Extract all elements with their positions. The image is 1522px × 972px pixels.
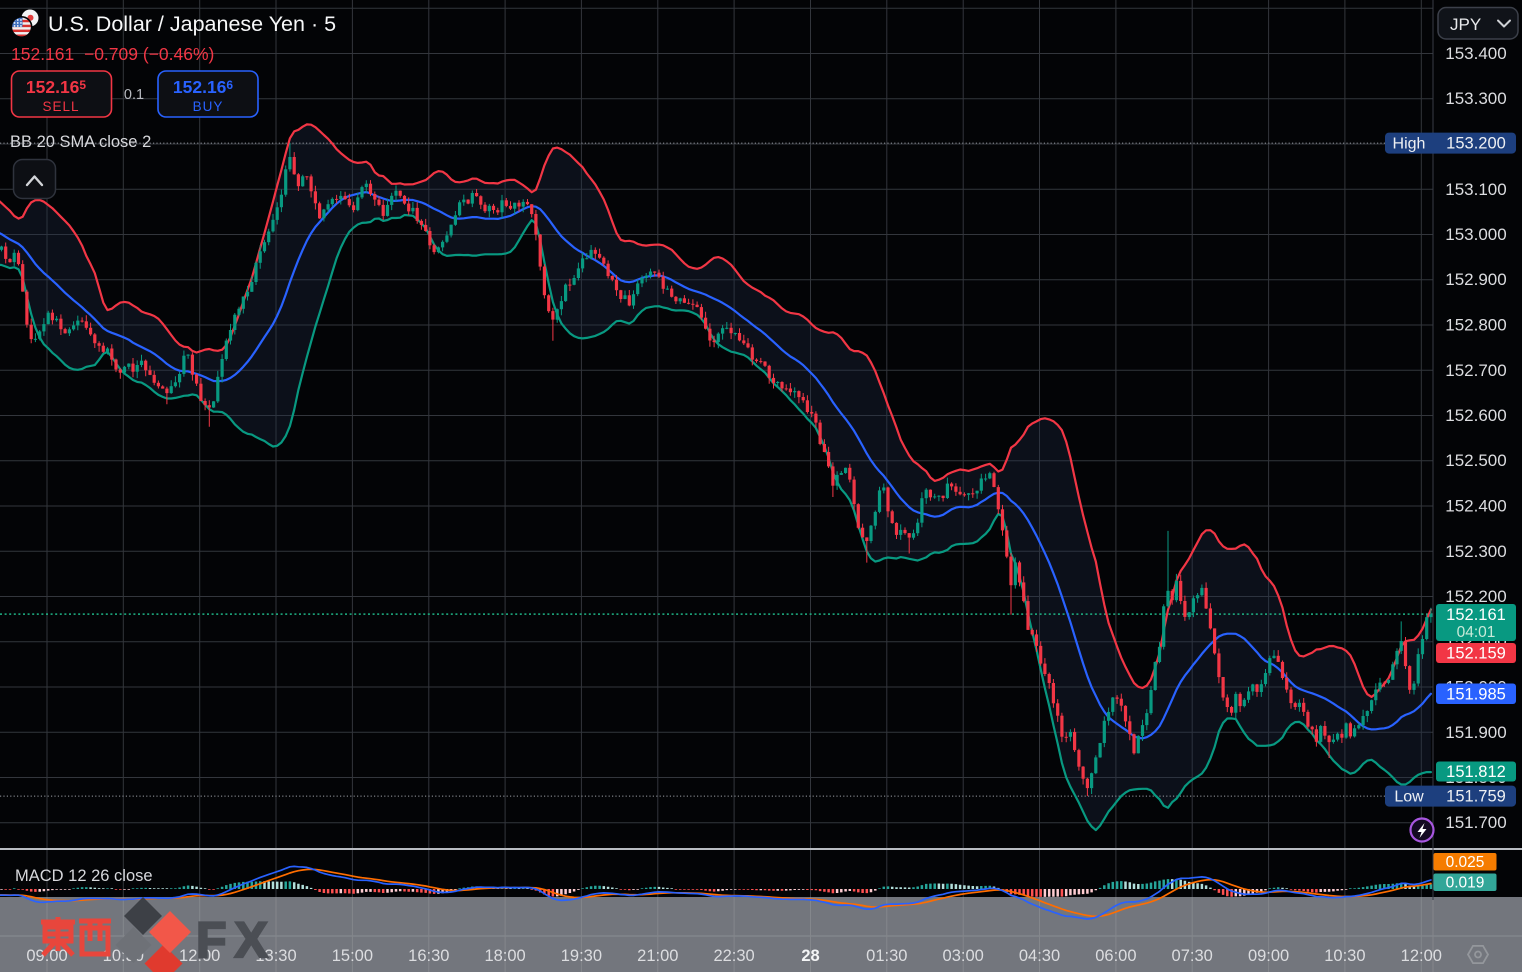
svg-text:0.019: 0.019: [1446, 875, 1485, 892]
svg-text:04:30: 04:30: [1019, 947, 1060, 965]
svg-text:06:00: 06:00: [1095, 947, 1136, 965]
svg-text:0.025: 0.025: [1446, 854, 1485, 871]
svg-text:153.100: 153.100: [1445, 180, 1506, 199]
svg-text:152.600: 152.600: [1445, 406, 1506, 425]
svg-text:152.159: 152.159: [1446, 645, 1506, 663]
svg-text:152.700: 152.700: [1445, 361, 1506, 380]
svg-text:152.161 −0.709 (−0.46%): 152.161 −0.709 (−0.46%): [11, 44, 214, 64]
svg-text:U.S. Dollar / Japanese Yen · 5: U.S. Dollar / Japanese Yen · 5: [48, 12, 336, 36]
svg-text:18:00: 18:00: [484, 947, 525, 965]
svg-text:09:00: 09:00: [1248, 947, 1289, 965]
svg-text:13:30: 13:30: [255, 947, 296, 965]
svg-text:BUY: BUY: [193, 99, 224, 114]
svg-text:152.500: 152.500: [1445, 451, 1506, 470]
svg-text:28: 28: [801, 947, 819, 965]
svg-text:151.759: 151.759: [1446, 788, 1506, 806]
svg-text:MACD 12 26 close: MACD 12 26 close: [15, 867, 153, 885]
svg-text:152.900: 152.900: [1445, 270, 1506, 289]
svg-text:152.200: 152.200: [1445, 587, 1506, 606]
svg-text:152.800: 152.800: [1445, 316, 1506, 335]
svg-text:12:00: 12:00: [1401, 947, 1442, 965]
svg-text:12:00: 12:00: [179, 947, 220, 965]
svg-text:153.300: 153.300: [1445, 89, 1506, 108]
svg-text:03:00: 03:00: [943, 947, 984, 965]
svg-text:153.400: 153.400: [1445, 44, 1506, 63]
svg-text:JPY: JPY: [1450, 15, 1481, 34]
svg-text:07:30: 07:30: [1172, 947, 1213, 965]
svg-text:152.161: 152.161: [1446, 606, 1506, 624]
svg-text:Low: Low: [1394, 789, 1424, 806]
svg-text:153.000: 153.000: [1445, 225, 1506, 244]
svg-text:152.300: 152.300: [1445, 542, 1506, 561]
svg-text:152.165: 152.165: [26, 77, 87, 97]
svg-text:21:00: 21:00: [637, 947, 678, 965]
svg-text:151.985: 151.985: [1446, 686, 1506, 704]
svg-text:0.1: 0.1: [124, 87, 144, 103]
svg-text:04:01: 04:01: [1457, 624, 1496, 641]
svg-text:152.166: 152.166: [173, 77, 234, 97]
svg-text:10:30: 10:30: [1324, 947, 1365, 965]
svg-text:152.400: 152.400: [1445, 497, 1506, 516]
svg-text:15:00: 15:00: [332, 947, 373, 965]
svg-text:151.900: 151.900: [1445, 723, 1506, 742]
svg-text:09:00: 09:00: [26, 947, 67, 965]
svg-text:151.812: 151.812: [1446, 763, 1506, 781]
svg-text:01:30: 01:30: [866, 947, 907, 965]
svg-text:16:30: 16:30: [408, 947, 449, 965]
svg-text:FX: FX: [196, 912, 276, 968]
svg-text:SELL: SELL: [42, 99, 79, 114]
svg-text:151.700: 151.700: [1445, 813, 1506, 832]
svg-text:High: High: [1393, 136, 1426, 153]
svg-text:22:30: 22:30: [713, 947, 754, 965]
svg-text:BB 20 SMA close 2: BB 20 SMA close 2: [10, 133, 151, 151]
svg-text:19:30: 19:30: [561, 947, 602, 965]
svg-text:153.200: 153.200: [1446, 135, 1506, 153]
